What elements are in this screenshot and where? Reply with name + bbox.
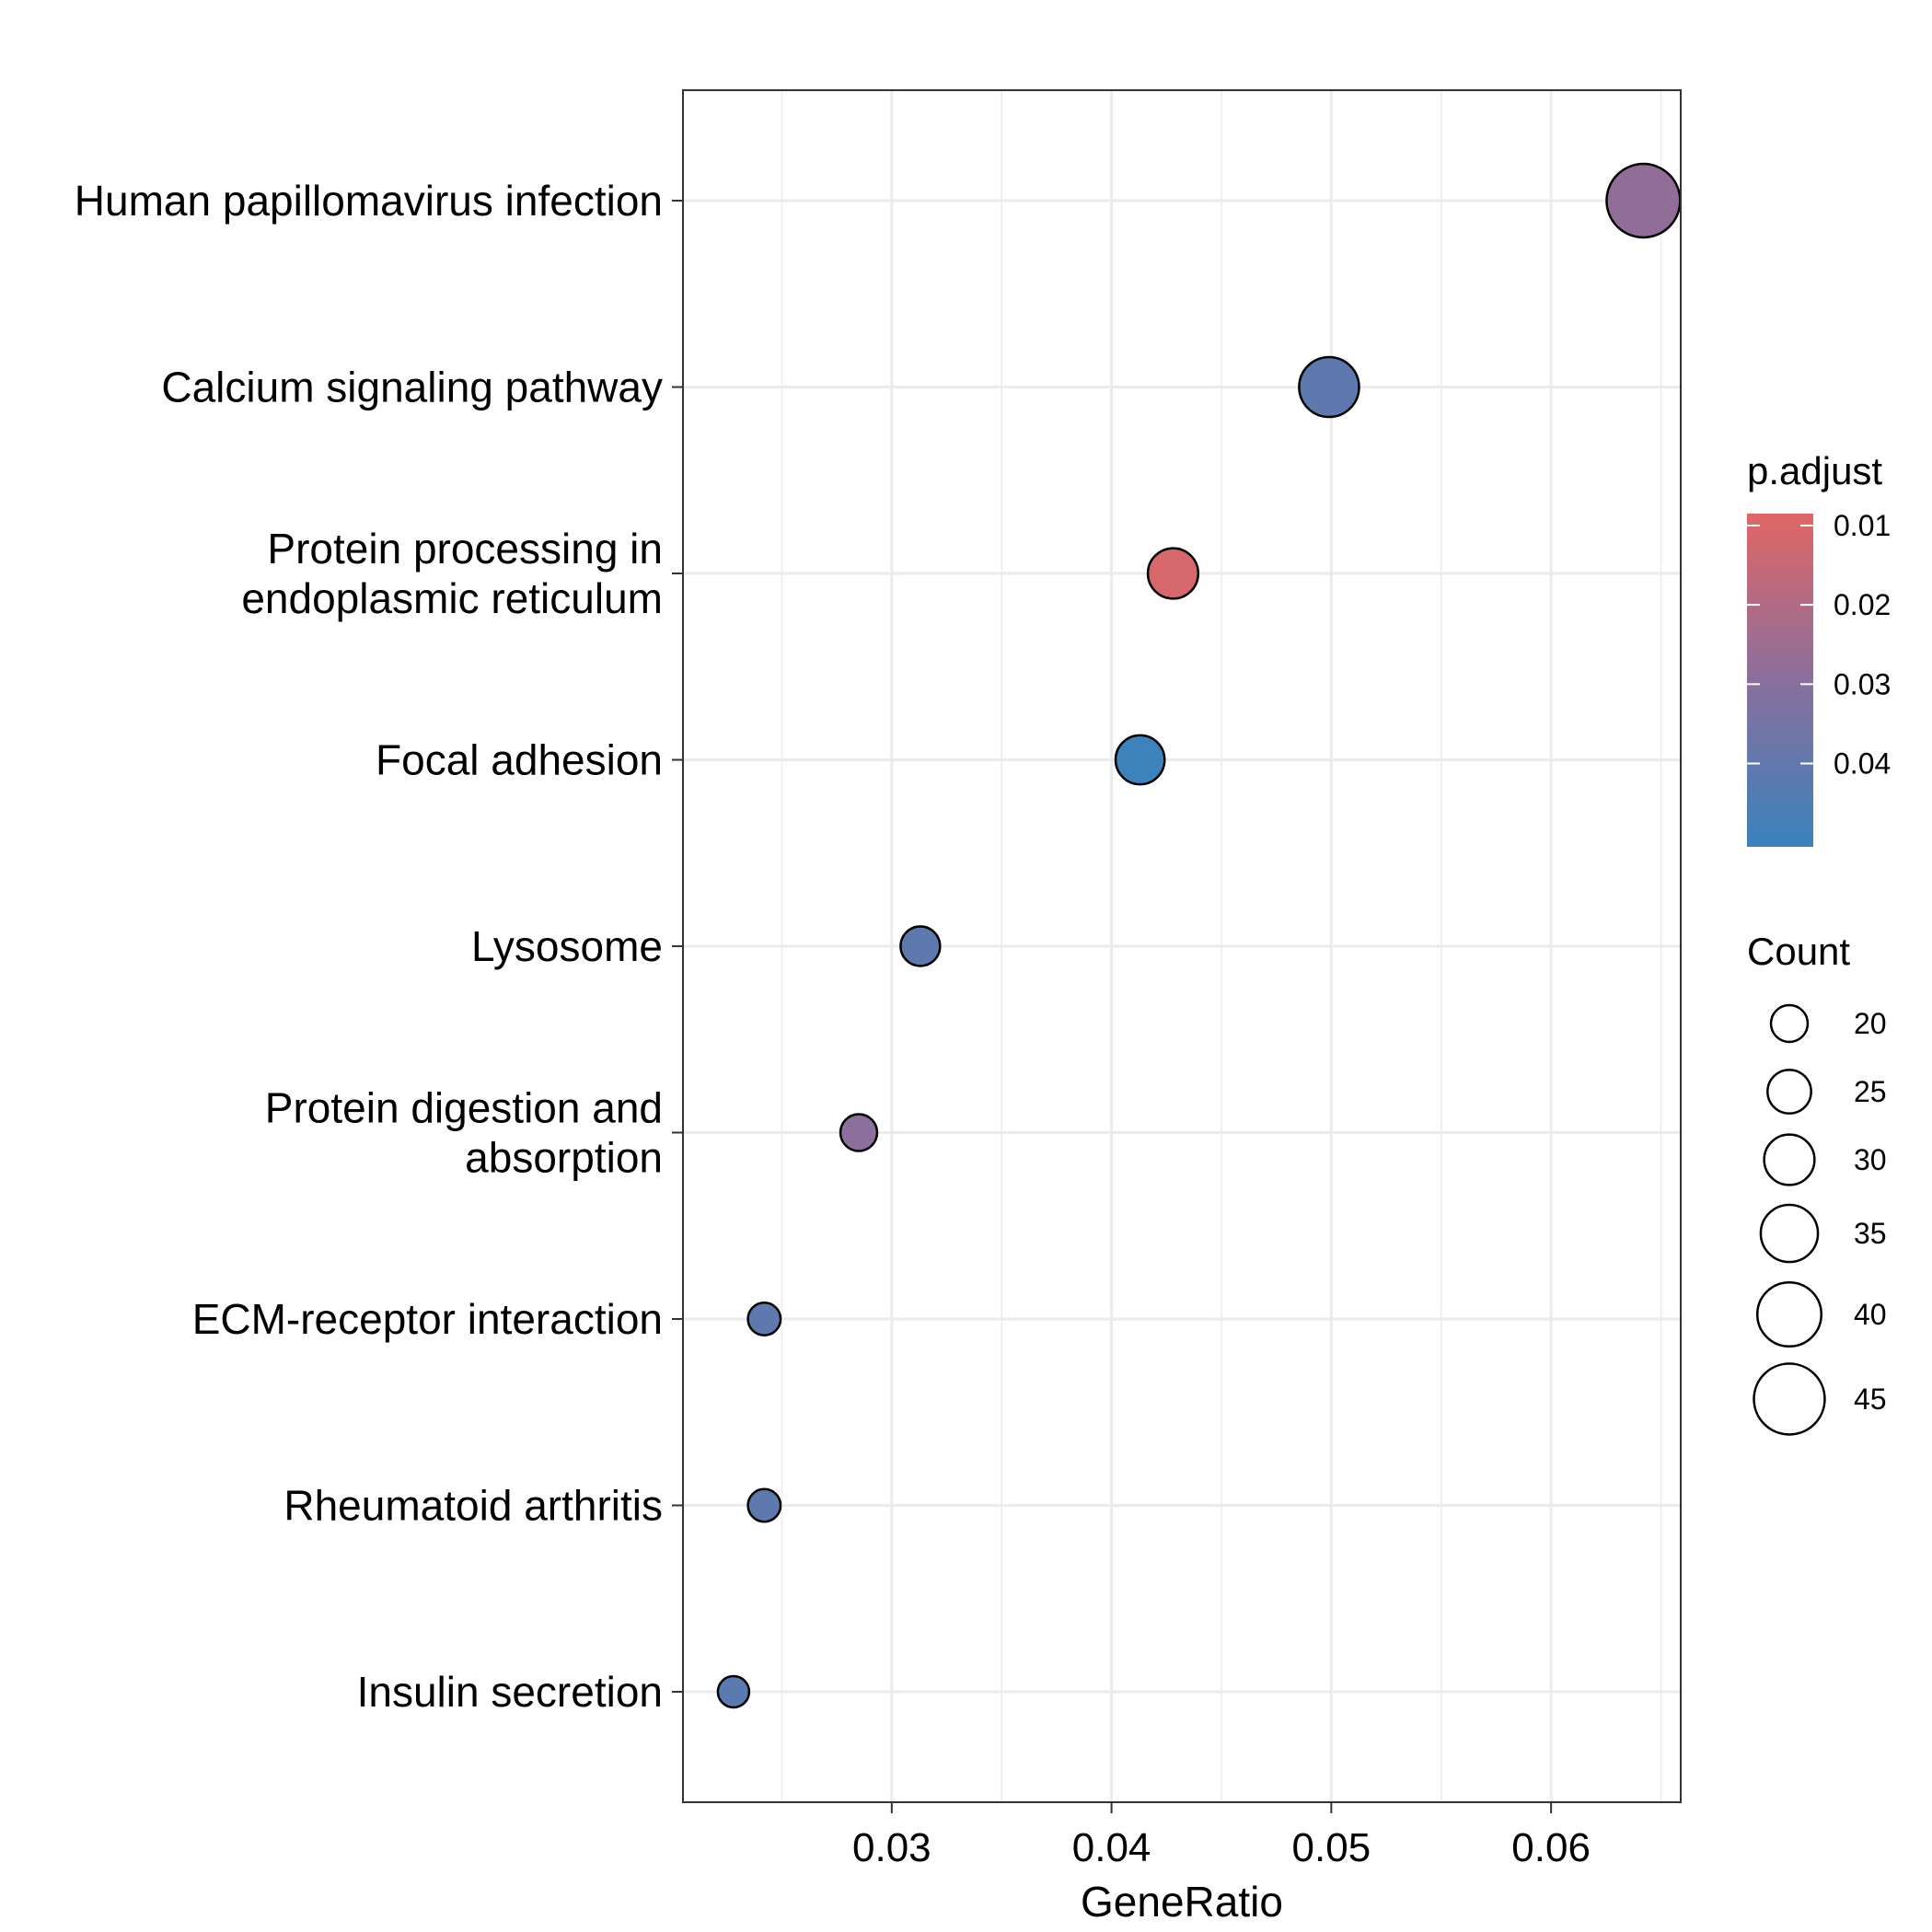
size-legend-label: 40 bbox=[1854, 1298, 1887, 1331]
x-tick-label: 0.03 bbox=[852, 1825, 931, 1870]
y-tick-label: Insulin secretion bbox=[357, 1668, 663, 1716]
size-legend-key bbox=[1766, 1069, 1812, 1115]
colorbar-tick-label: 0.03 bbox=[1834, 667, 1891, 700]
y-axis: Human papillomavirus infection Calcium si… bbox=[75, 177, 683, 1716]
colorbar bbox=[1747, 514, 1813, 847]
y-tick-label: Rheumatoid arthritis bbox=[283, 1482, 663, 1530]
size-legend-label: 35 bbox=[1854, 1217, 1887, 1250]
y-tick-label: Protein processing in bbox=[267, 525, 663, 573]
size-legend-key bbox=[1763, 1133, 1816, 1186]
size-legend-key bbox=[1753, 1362, 1826, 1436]
data-point bbox=[1146, 547, 1200, 600]
data-point bbox=[839, 1113, 879, 1152]
size-legend-label: 25 bbox=[1854, 1075, 1887, 1108]
color-legend-title: p.adjust bbox=[1747, 449, 1882, 492]
data-point bbox=[1298, 355, 1360, 419]
y-tick-label: Human papillomavirus infection bbox=[75, 177, 663, 225]
y-tick-label: Focal adhesion bbox=[376, 736, 663, 784]
data-points bbox=[716, 162, 1682, 1709]
colorbar-tick-label: 0.04 bbox=[1834, 747, 1891, 781]
x-tick-label: 0.06 bbox=[1511, 1825, 1591, 1870]
data-point bbox=[746, 1301, 782, 1336]
data-point bbox=[1605, 162, 1682, 239]
y-tick-label: absorption bbox=[465, 1134, 663, 1182]
data-point bbox=[716, 1674, 751, 1709]
colorbar-tick-label: 0.02 bbox=[1834, 588, 1891, 621]
size-legend-label: 45 bbox=[1854, 1382, 1887, 1416]
size-legend-title: Count bbox=[1747, 930, 1850, 973]
major-gridlines bbox=[683, 90, 1681, 1802]
x-tick-label: 0.05 bbox=[1292, 1825, 1371, 1870]
x-axis-title: GeneRatio bbox=[1081, 1878, 1283, 1926]
y-tick-label: Calcium signaling pathway bbox=[161, 364, 663, 411]
size-legend-key bbox=[1769, 1003, 1810, 1044]
size-legend-key bbox=[1759, 1203, 1820, 1264]
size-legend: Count 20 25 30 35 40 45 bbox=[1747, 930, 1887, 1436]
y-tick-label: ECM-receptor interaction bbox=[192, 1295, 663, 1343]
x-axis: 0.03 0.04 0.05 0.06 bbox=[852, 1802, 1591, 1870]
y-tick-label: Protein digestion and bbox=[265, 1084, 663, 1132]
size-legend-label: 20 bbox=[1854, 1007, 1887, 1040]
size-legend-label: 30 bbox=[1854, 1143, 1887, 1176]
color-legend: p.adjust 0.01 0.02 0.03 0.04 bbox=[1747, 449, 1891, 847]
colorbar-tick-label: 0.01 bbox=[1834, 509, 1891, 542]
x-tick-label: 0.04 bbox=[1072, 1825, 1151, 1870]
y-tick-label: Lysosome bbox=[471, 922, 663, 970]
y-tick-label: endoplasmic reticulum bbox=[241, 574, 663, 622]
size-legend-key bbox=[1755, 1280, 1823, 1348]
data-point bbox=[899, 925, 942, 967]
data-point bbox=[1114, 734, 1166, 786]
data-point bbox=[746, 1487, 782, 1523]
